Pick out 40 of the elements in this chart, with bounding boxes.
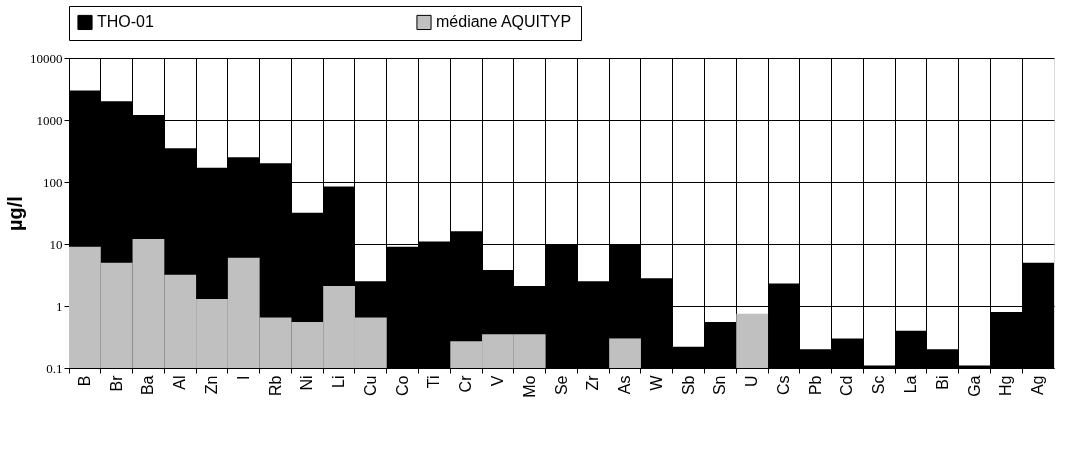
x-tick-label: La [902, 375, 920, 394]
x-tick-label: Rb [266, 375, 284, 396]
x-tick-label: Mo [520, 375, 538, 398]
y-tick-label: 0.1 [46, 360, 63, 376]
x-tick-label: Sc [870, 375, 888, 395]
x-tick-label: Ga [965, 375, 983, 397]
x-tick-label: I [234, 375, 252, 380]
x-tick-label: Se [552, 375, 570, 396]
y-tick-label: 100 [43, 174, 63, 190]
x-tick-label: V [488, 375, 506, 387]
x-tick-label: B [75, 375, 93, 387]
x-tick-label: As [616, 375, 634, 395]
x-tick-label: W [647, 374, 665, 391]
x-tick-label: Bi [933, 375, 951, 390]
y-tick-label: 1000 [36, 112, 63, 128]
y-tick-label: 10000 [30, 50, 63, 66]
x-tick-label: Sn [711, 375, 729, 396]
x-tick-label: Cd [838, 375, 856, 396]
y-tick-label: 10 [49, 236, 63, 252]
x-tick-label: Zn [202, 375, 220, 395]
legend-label: THO-01 [97, 13, 154, 31]
y-tick-label: 1 [56, 298, 63, 314]
x-tick-label: Pb [806, 375, 824, 396]
x-tick-label: Cs [774, 375, 792, 396]
y-axis-title: µg/l [4, 196, 26, 231]
x-tick-label: Ni [298, 375, 316, 391]
x-tick-label: Hg [997, 375, 1015, 396]
x-tick-label: Li [330, 375, 348, 388]
x-tick-label: Ba [139, 375, 157, 396]
x-tick-label: Br [107, 374, 125, 392]
x-tick-label: Sb [679, 375, 697, 396]
x-tick-label: Co [393, 375, 411, 396]
x-tick-label: Cu [361, 375, 379, 396]
legend-label: médiane AQUITYP [436, 13, 572, 31]
x-tick-label: Al [171, 375, 189, 390]
x-tick-label: Ag [1029, 375, 1047, 396]
x-tick-label: Zr [584, 374, 602, 391]
x-tick-label: U [743, 375, 761, 388]
x-tick-label: Cr [457, 374, 475, 393]
x-tick-label: Ti [425, 375, 443, 389]
